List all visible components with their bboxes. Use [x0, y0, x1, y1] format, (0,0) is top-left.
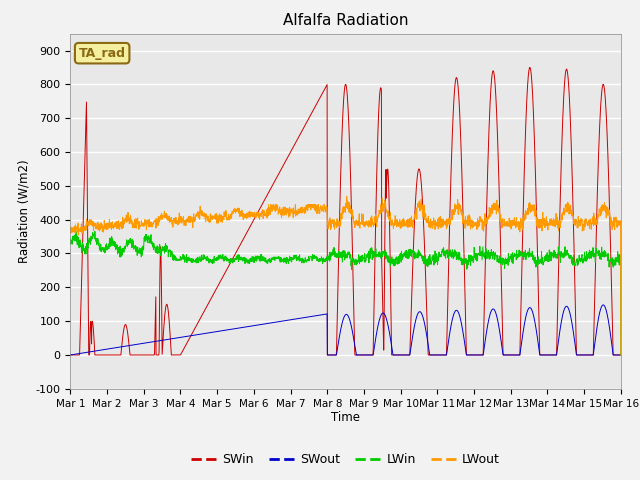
- LWin: [568, 256, 576, 262]
- SWout: [220, 327, 228, 333]
- Text: TA_rad: TA_rad: [79, 47, 125, 60]
- SWin: [568, 180, 576, 185]
- LWin: [617, 352, 625, 358]
- SWout: [374, 326, 381, 332]
- SWout: [584, 352, 591, 358]
- LWout: [617, 352, 625, 358]
- SWin: [584, 352, 591, 358]
- LWout: [67, 227, 74, 233]
- SWin: [220, 272, 228, 278]
- SWin: [362, 352, 369, 358]
- LWin: [67, 236, 74, 241]
- LWout: [220, 217, 228, 223]
- SWin: [67, 352, 74, 358]
- Line: SWout: SWout: [70, 305, 621, 355]
- LWin: [374, 252, 381, 257]
- SWout: [600, 302, 607, 308]
- SWin: [374, 148, 381, 154]
- SWout: [568, 321, 576, 327]
- LWout: [584, 221, 591, 227]
- LWout: [374, 215, 381, 221]
- SWin: [506, 352, 513, 358]
- LWout: [362, 220, 369, 226]
- LWout: [506, 224, 513, 230]
- LWin: [362, 255, 369, 261]
- Y-axis label: Radiation (W/m2): Radiation (W/m2): [17, 159, 30, 263]
- Line: LWin: LWin: [70, 231, 621, 355]
- LWin: [506, 257, 513, 263]
- SWout: [506, 352, 513, 358]
- Line: SWin: SWin: [70, 67, 621, 355]
- LWout: [568, 209, 576, 215]
- SWin: [617, 352, 625, 358]
- SWout: [67, 352, 74, 358]
- X-axis label: Time: Time: [331, 411, 360, 424]
- LWout: [343, 193, 351, 199]
- SWin: [526, 64, 534, 70]
- LWin: [220, 258, 228, 264]
- Line: LWout: LWout: [70, 196, 621, 355]
- SWout: [617, 352, 625, 358]
- LWin: [584, 252, 591, 257]
- LWin: [91, 228, 99, 234]
- Legend: SWin, SWout, LWin, LWout: SWin, SWout, LWin, LWout: [186, 448, 505, 471]
- Title: Alfalfa Radiation: Alfalfa Radiation: [283, 13, 408, 28]
- SWout: [362, 352, 369, 358]
